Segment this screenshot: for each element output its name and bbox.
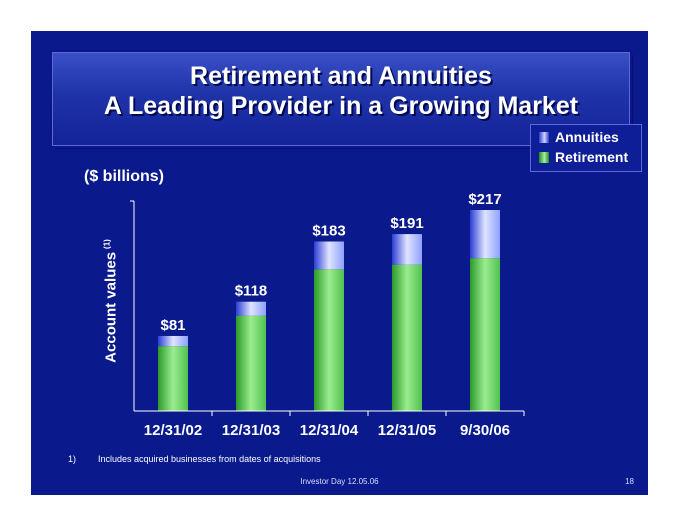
bar-retirement-1 (236, 315, 266, 411)
data-label-2: $183 (312, 222, 345, 239)
legend-item-annuities: Annuities (539, 128, 619, 146)
legend-label-retirement: Retirement (555, 149, 629, 165)
chart-legend: Annuities Retirement (530, 124, 642, 172)
legend-label-annuities: Annuities (555, 129, 619, 145)
x-tick-label-0: 12/31/02 (144, 422, 202, 439)
page-number: 18 (625, 477, 634, 486)
labels-group: $81 12/31/02 $118 12/31/03 $183 12/31/04 $191 1… (144, 191, 510, 439)
x-tick-label-2: 12/31/04 (300, 422, 359, 439)
bar-chart: $81 12/31/02 $118 12/31/03 $183 12/31/04 $191 1… (130, 191, 525, 439)
data-label-1: $118 (235, 283, 268, 300)
footnote-text: Includes acquired businesses from dates … (98, 454, 321, 464)
x-tick-label-3: 12/31/05 (378, 422, 436, 439)
title-line-1: Retirement and Annuities (190, 62, 492, 90)
slide: Retirement and Annuities A Leading Provi… (31, 31, 648, 495)
title-banner: Retirement and Annuities A Leading Provi… (52, 52, 630, 146)
bars-group (158, 210, 500, 411)
data-label-4: $217 (468, 191, 501, 208)
footer-text: Investor Day 12.05.06 (300, 477, 379, 486)
legend-swatch-annuities (539, 131, 549, 143)
legend-item-retirement: Retirement (539, 148, 628, 166)
bar-annuities-3 (392, 234, 422, 265)
bar-retirement-3 (392, 264, 422, 411)
footnote-number: 1) (68, 454, 77, 464)
bar-annuities-2 (314, 241, 344, 270)
bar-retirement-4 (470, 258, 500, 411)
legend-swatch-retirement (539, 151, 549, 163)
x-tick-label-1: 12/31/03 (222, 422, 280, 439)
unit-label: ($ billions) (84, 168, 164, 185)
bar-annuities-0 (158, 335, 188, 347)
title-line-2: A Leading Provider in a Growing Market (103, 92, 579, 120)
bar-retirement-2 (314, 269, 344, 411)
bar-annuities-4 (470, 210, 500, 259)
bar-retirement-0 (158, 346, 188, 411)
bar-annuities-1 (236, 301, 266, 316)
data-label-0: $81 (160, 317, 185, 334)
ticks-group (130, 200, 525, 416)
x-tick-label-4: 9/30/06 (460, 422, 510, 439)
data-label-3: $191 (390, 215, 423, 232)
